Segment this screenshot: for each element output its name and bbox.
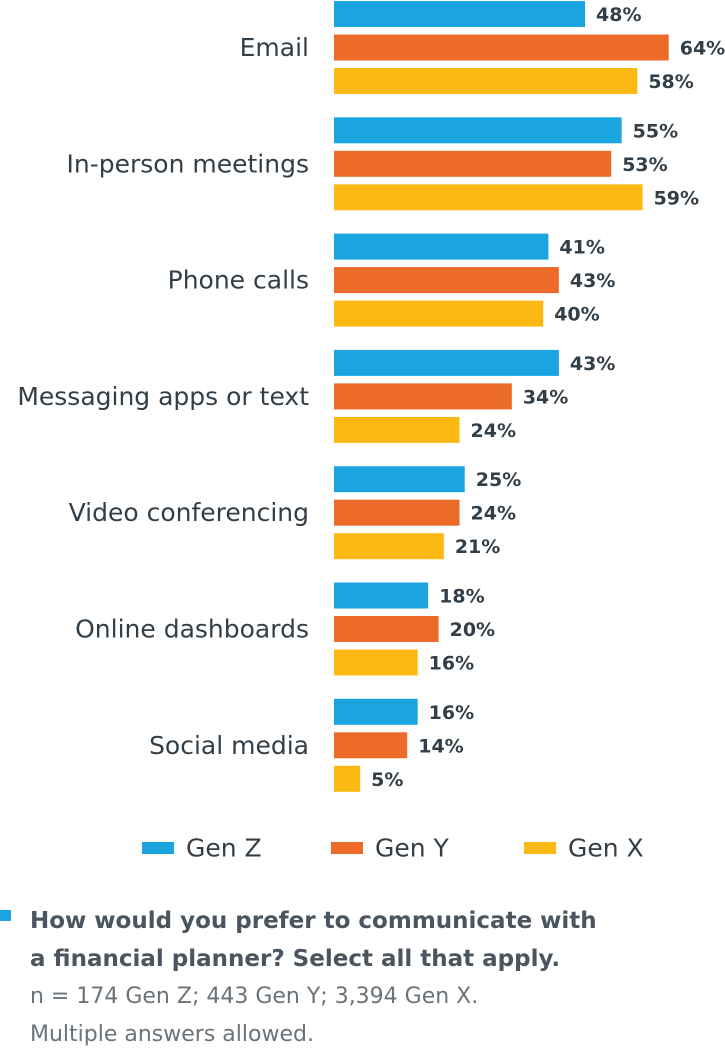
bar-group: Messaging apps or text 43%34% 24% (17, 349, 615, 443)
data-label: 18% (439, 586, 484, 608)
data-label: 16% (429, 702, 474, 724)
data-label: 58% (648, 71, 693, 93)
bar-group: Phone calls 41% 43% 40% (168, 233, 615, 327)
data-label: 25% (476, 469, 521, 491)
bar-group: Online dashboards 18% 20% 16% (75, 582, 495, 676)
data-label: 59% (654, 187, 699, 209)
bar (334, 698, 418, 725)
question-line-1: How would you prefer to communicate with (30, 908, 597, 934)
category-label: Messaging apps or text (17, 382, 309, 411)
legend-label: Gen Y (375, 834, 450, 863)
bar (334, 349, 559, 376)
bar (334, 765, 361, 792)
data-label: 24% (471, 420, 516, 442)
bar (334, 466, 465, 493)
bar (334, 184, 643, 211)
bar (334, 499, 460, 526)
sample-note-line-1: n = 174 Gen Z; 443 Gen Y; 3,394 Gen X. (30, 984, 479, 1009)
data-label: 24% (471, 503, 516, 525)
question-line-2: a financial planner? Select all that app… (30, 946, 561, 972)
category-label: In-person meetings (67, 149, 309, 178)
bar (334, 117, 622, 144)
bar (334, 616, 439, 642)
bar (334, 416, 460, 443)
legend-swatch (524, 842, 556, 854)
bar (334, 383, 512, 410)
bar (334, 267, 559, 294)
category-label: Online dashboards (75, 615, 309, 644)
data-label: 16% (429, 653, 474, 675)
bar-group: Email 48% 64% 58% (240, 1, 725, 94)
bar-group: Social media 16% 14% 5% (149, 698, 474, 792)
legend: Gen Z Gen Y Gen X (142, 834, 644, 863)
legend-swatch (142, 842, 174, 854)
bar (334, 34, 669, 61)
chart: Email 48% 64% 58% In-person meetings 55% 53% 59… (17, 1, 725, 863)
category-label: Social media (149, 731, 309, 760)
data-label: 5% (371, 769, 403, 791)
bar-group: In-person meetings 55% 53% 59% (67, 117, 699, 211)
legend-label: Gen Z (186, 834, 262, 863)
legend-swatch (331, 842, 363, 854)
data-label: 20% (450, 619, 495, 641)
bar (334, 533, 444, 560)
bar (334, 732, 408, 759)
data-label: 40% (554, 304, 599, 326)
data-label: 43% (570, 353, 615, 375)
data-label: 14% (418, 735, 463, 757)
data-label: 48% (596, 4, 641, 26)
footnote-marker-icon (0, 910, 11, 921)
data-label: 53% (622, 154, 667, 176)
bar (334, 582, 429, 609)
bar (334, 300, 544, 327)
legend-label: Gen X (568, 834, 644, 863)
category-label: Phone calls (168, 266, 309, 295)
bar (334, 150, 612, 177)
bar (334, 68, 638, 94)
bar (334, 649, 418, 676)
category-label: Email (240, 33, 309, 62)
category-label: Video conferencing (69, 498, 309, 527)
data-label: 41% (559, 237, 604, 259)
footnote: How would you prefer to communicate with… (30, 902, 710, 1054)
bars-layer: Email 48% 64% 58% In-person meetings 55% 53% 59… (17, 1, 725, 792)
bar (334, 1, 586, 27)
bar-group: Video conferencing 25% 24% 21% (69, 466, 521, 560)
bar (334, 233, 549, 260)
data-label: 55% (633, 120, 678, 142)
data-label: 34% (523, 386, 568, 408)
data-label: 43% (570, 270, 615, 292)
data-label: 64% (680, 38, 725, 60)
data-label: 21% (455, 536, 500, 558)
sample-note-line-2: Multiple answers allowed. (30, 1022, 314, 1047)
